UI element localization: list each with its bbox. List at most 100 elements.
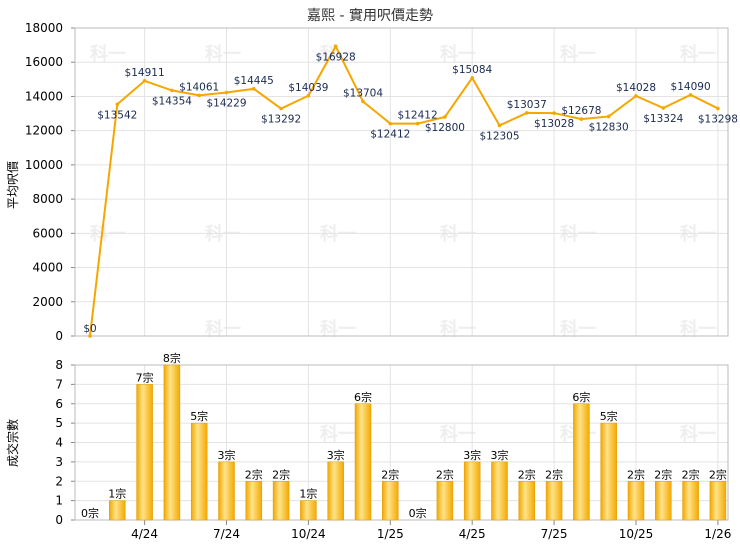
x-tick-label: 7/25 [541,527,568,541]
volume-bar [682,481,699,521]
y-tick-label: 6000 [32,226,63,240]
price-point [634,94,638,98]
volume-bar [382,481,399,521]
price-point [688,93,693,97]
watermark: 科一 [440,318,476,340]
volume-bar [491,461,508,521]
price-data-label: $14028 [616,82,656,94]
watermark: 科一 [90,223,126,245]
y-tick-label: 2000 [32,295,63,309]
bar-data-label: 2宗 [245,467,263,481]
price-point [142,79,147,83]
watermark: 科一 [560,223,596,245]
price-data-label: $12305 [479,130,519,142]
x-tick-label: 1/25 [377,527,404,541]
bar-data-label: 6宗 [354,390,372,404]
price-point [252,87,256,91]
data-labels: 0宗 1宗 7宗 8宗 5宗 3宗 2宗 2宗 1宗 3宗 6宗 2宗 0宗 2宗 3宗 3宗 2宗 2宗 6宗 5宗… [81,51,738,520]
chart-title: 嘉熙 - 實用呎價走勢 [307,7,433,24]
x-tick-label: 10/24 [291,527,326,541]
volume-bar [655,481,672,521]
volume-bar [272,481,290,521]
watermark: 科一 [205,318,241,340]
y-tick-label: 8000 [32,192,63,206]
volume-bar [709,481,727,521]
volume-bar [163,364,181,521]
price-data-label: $13028 [534,118,574,130]
y-tick-label: 0 [55,329,63,343]
volume-bar [573,403,590,521]
bar-data-label: 2宗 [709,467,727,481]
y-tick-label: 3 [55,455,63,469]
bar-data-label: 0宗 [409,506,427,520]
price-point [415,121,420,126]
volume-bar [436,481,454,521]
volume-bar [627,481,645,521]
y-tick-label: 6 [55,397,63,411]
price-data-label: $14911 [125,67,165,79]
price-point [224,90,229,95]
watermark: 科一 [680,43,716,65]
price-data-label: $13292 [261,114,301,126]
watermark: 科一 [440,423,476,445]
price-point [361,99,365,104]
price-data-label: $12412 [398,110,438,122]
bar-data-label: 0宗 [81,506,99,520]
volume-bar [518,481,536,521]
watermark: 科一 [320,423,356,445]
price-point [497,123,502,128]
volume-bar [354,403,372,521]
bar-data-label: 8宗 [163,351,181,365]
volume-bar [245,481,263,521]
price-point [579,117,584,121]
bar-data-label: 2宗 [436,467,454,481]
price-series-line [89,44,719,337]
price-data-label: $14354 [152,95,192,107]
price-point [197,93,201,98]
bar-data-label: 2宗 [518,467,536,481]
y-tick-label: 4000 [32,261,63,275]
bar-data-label: 2宗 [627,467,645,481]
watermark: 科一 [680,223,716,245]
price-data-label: $16928 [316,51,356,63]
watermark: 科一 [680,423,716,445]
bar-data-label: 2宗 [381,467,399,481]
price-data-label: $15084 [452,64,492,76]
price-data-label: $14090 [671,81,711,93]
y-tick-label: 1 [55,494,63,508]
volume-axis-label: 成交宗數 [5,419,20,467]
bar-data-label: 7宗 [136,370,154,384]
price-data-label: $13298 [698,113,738,125]
watermark: 科一 [560,43,596,65]
price-data-label: $12412 [370,129,410,141]
price-data-label: $12830 [589,121,629,133]
price-point [115,102,120,107]
price-grid [75,27,728,337]
volume-bar [218,461,235,521]
y-tick-label: 18000 [25,21,63,35]
bar-data-label: 6宗 [572,390,590,404]
plot-frame [74,364,729,521]
volume-axes: 0 1 2 3 4 5 6 7 8 4/24 7/24 10/24 1/25 4/25 7/25 10/25 1… [55,358,731,541]
watermark: 科一 [440,43,476,65]
bar-data-label: 3宗 [218,448,236,462]
watermark: 科一 [205,223,241,245]
bar-data-label: 2宗 [654,467,672,481]
price-data-label: $13542 [97,109,137,121]
watermark: 科一 [560,318,596,340]
bar-data-label: 1宗 [299,487,317,501]
bar-data-label: 2宗 [272,467,290,481]
volume-bar [136,384,153,521]
bar-data-label: 5宗 [600,409,618,423]
price-axis-label: 平均呎價 [6,161,20,209]
watermark: 科一 [440,223,476,245]
watermark: 科一 [90,43,126,65]
volume-bar [109,500,126,521]
plot-frame [74,27,729,337]
price-point [306,93,311,98]
bar-data-label: 3宗 [463,448,481,462]
volume-bar [600,422,617,521]
